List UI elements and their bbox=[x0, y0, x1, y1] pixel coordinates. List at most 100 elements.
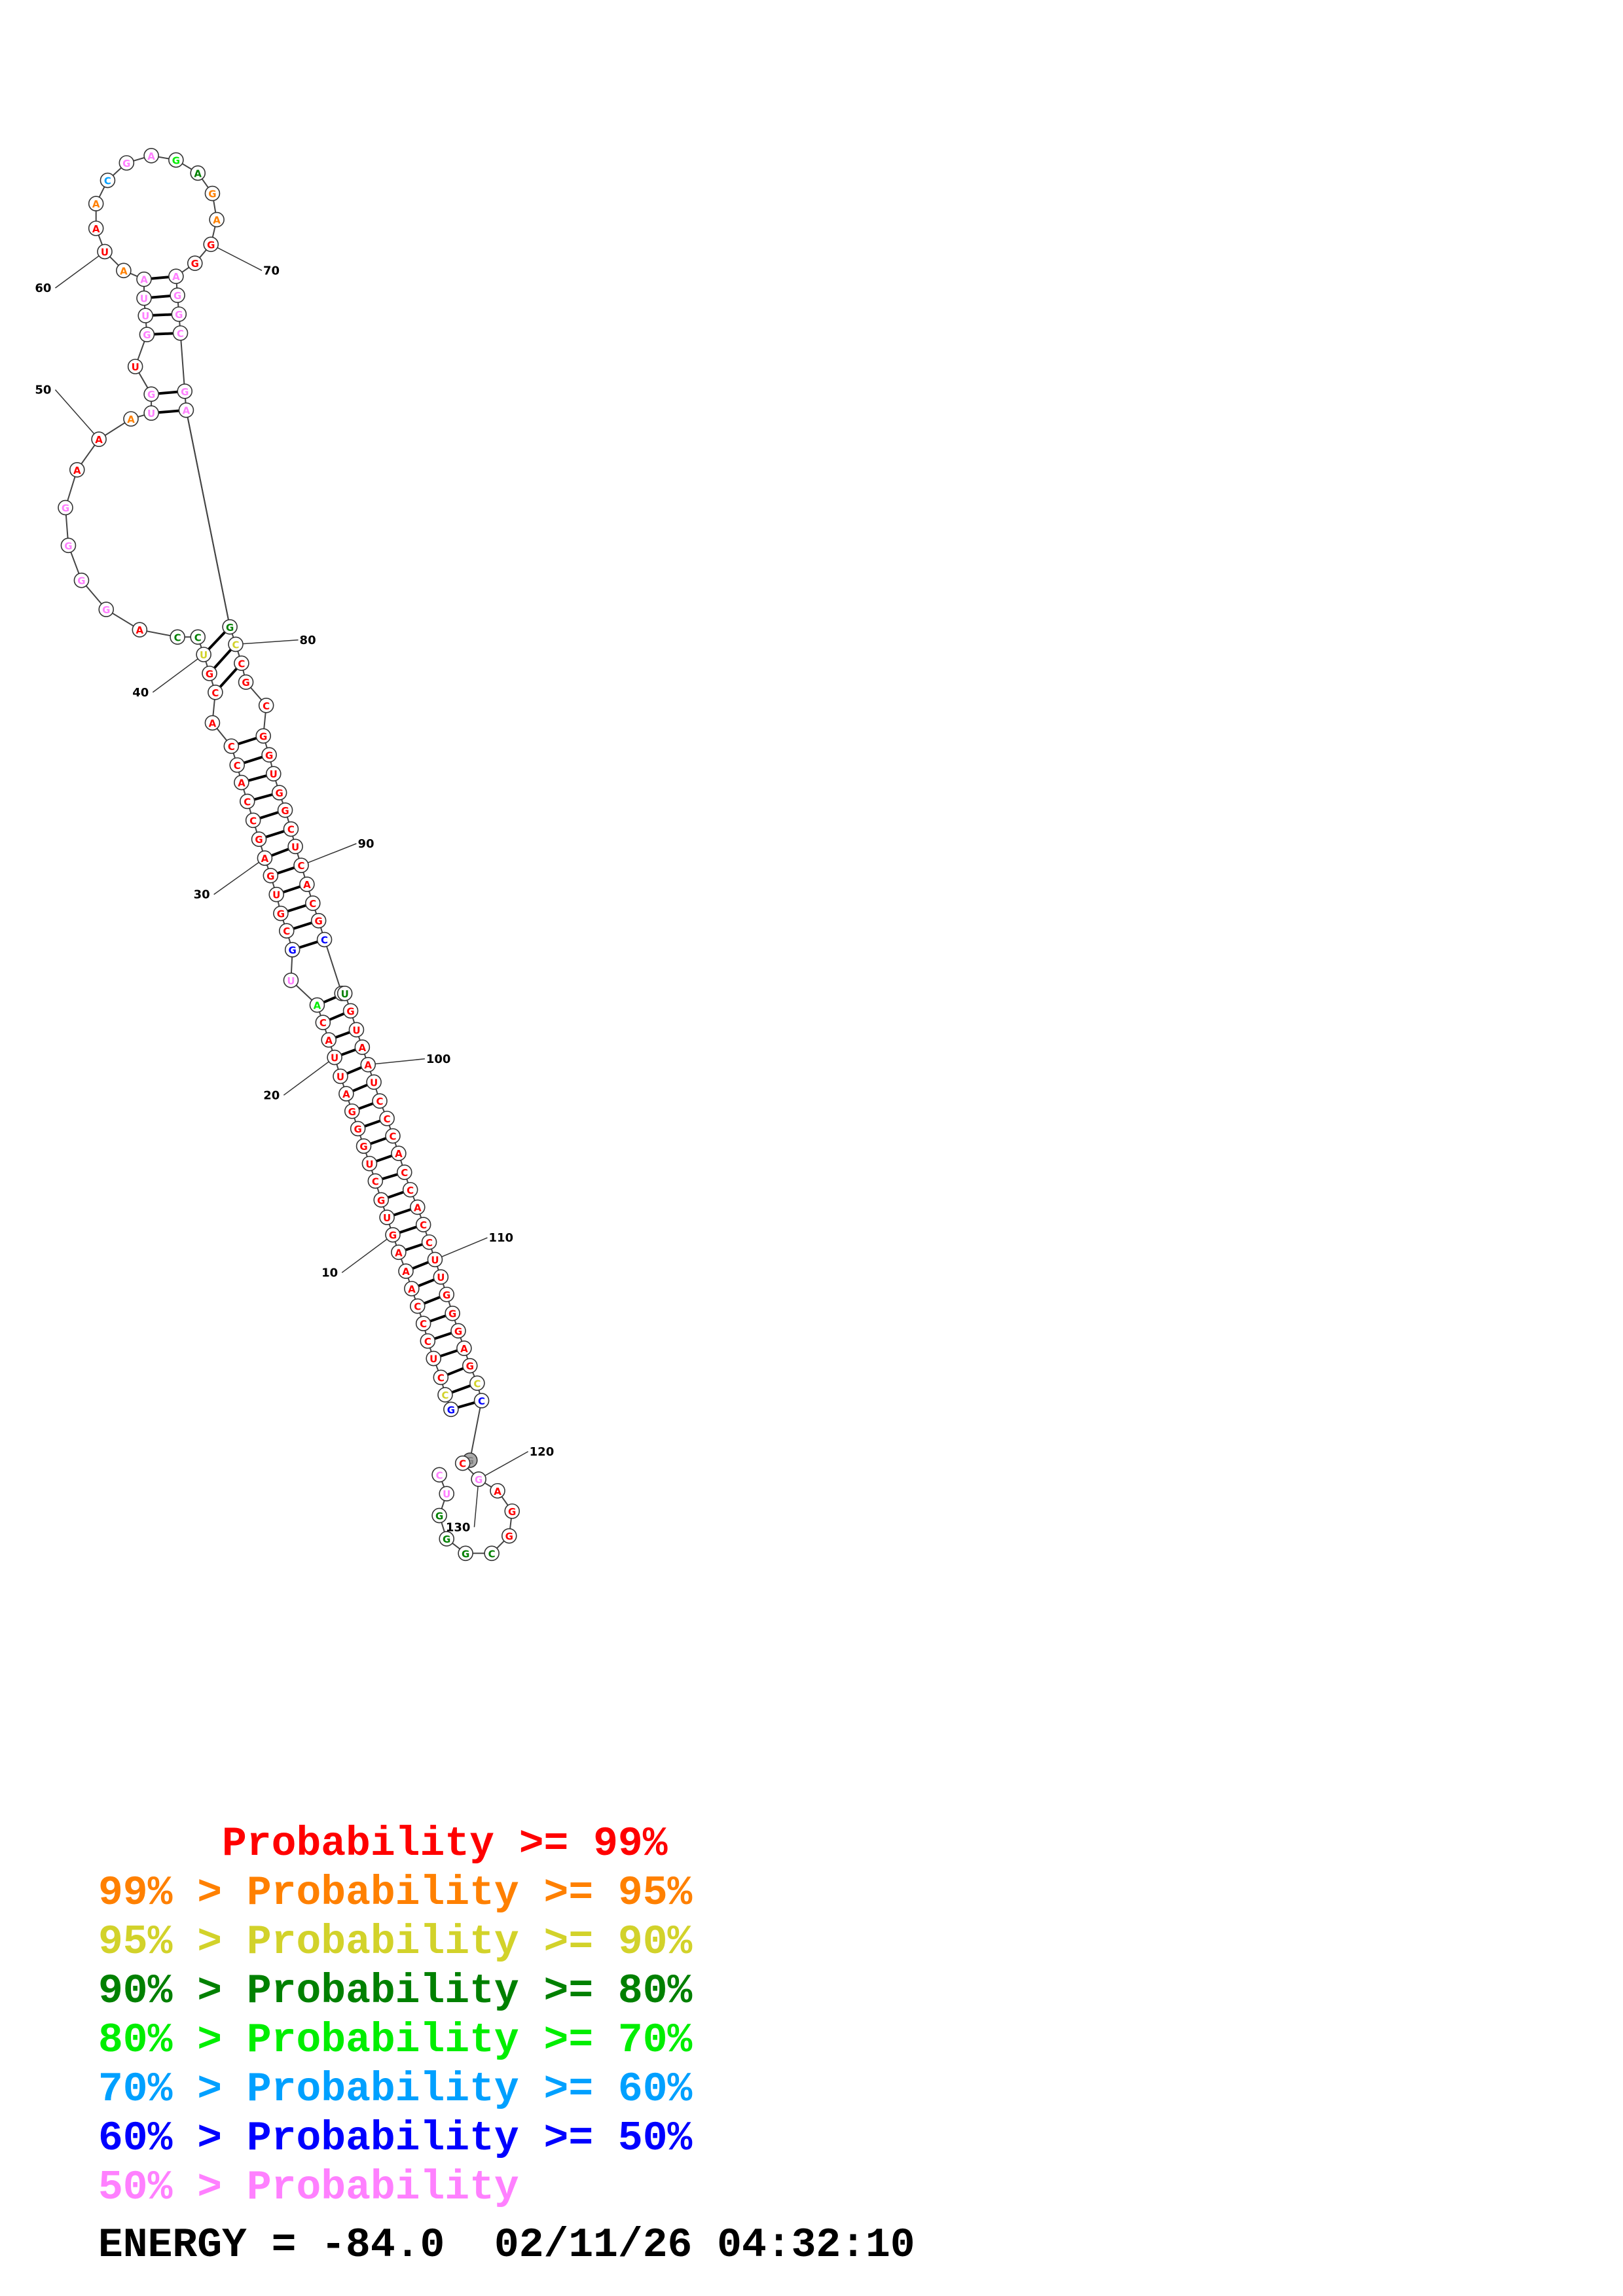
nucleotide-circle bbox=[208, 684, 223, 700]
nucleotide: C bbox=[433, 1369, 449, 1386]
position-label: 80 bbox=[300, 634, 316, 647]
nucleotide-circle bbox=[284, 942, 301, 958]
legend-row-prefix: 99% > bbox=[98, 1870, 247, 1916]
nucleotide-circle bbox=[168, 152, 184, 168]
position-label: 110 bbox=[488, 1231, 513, 1245]
nucleotide-circle bbox=[97, 243, 113, 260]
nucleotide-letter: G bbox=[143, 329, 151, 341]
nucleotide: C bbox=[304, 895, 321, 911]
nucleotide-letter: A bbox=[147, 151, 155, 162]
nucleotide-letter: C bbox=[228, 741, 235, 753]
nucleotide-letter: A bbox=[303, 879, 311, 891]
nucleotide-circle bbox=[361, 1155, 378, 1172]
nucleotide-letter: A bbox=[172, 271, 180, 283]
probability-legend: Probability >= 99% 99% > Probability >= 9… bbox=[98, 1820, 692, 2212]
nucleotide-letter: G bbox=[242, 677, 249, 689]
nucleotide-letter: C bbox=[309, 898, 316, 910]
nucleotide-circle bbox=[484, 1545, 500, 1562]
nucleotide-circle bbox=[251, 831, 267, 848]
nucleotide-circle bbox=[456, 1340, 472, 1356]
nucleotide-letter: U bbox=[200, 649, 208, 661]
nucleotide-circle bbox=[391, 1145, 407, 1162]
legend-row: 99% > Probability >= 95% bbox=[98, 1869, 692, 1918]
nucleotide-letter: G bbox=[346, 1005, 354, 1017]
nucleotide-circle bbox=[137, 308, 154, 324]
nucleotide-letter: G bbox=[191, 258, 199, 270]
nucleotide-circle bbox=[190, 165, 206, 181]
nucleotide: G bbox=[251, 831, 267, 848]
nucleotide-letter: G bbox=[266, 870, 274, 882]
nucleotide-circle bbox=[360, 1056, 376, 1073]
nucleotide-letter: U bbox=[437, 1272, 445, 1283]
nucleotide-circle bbox=[209, 211, 225, 228]
nucleotide-circle bbox=[439, 1486, 455, 1501]
nucleotide: U bbox=[361, 1155, 378, 1172]
nucleotide-circle bbox=[168, 268, 184, 285]
nucleotide: U bbox=[136, 290, 152, 306]
nucleotide: U bbox=[379, 1210, 395, 1225]
nucleotide-letter: A bbox=[120, 265, 128, 277]
nucleotide-letter: C bbox=[263, 700, 270, 712]
nucleotide-circle bbox=[458, 1545, 473, 1562]
nucleotide-circle bbox=[462, 1357, 478, 1374]
nucleotide-circle bbox=[143, 147, 159, 164]
nucleotide: G bbox=[139, 327, 155, 342]
nucleotide-circle bbox=[271, 785, 287, 800]
nucleotide: A bbox=[360, 1056, 376, 1073]
nucleotide-letter: G bbox=[354, 1123, 362, 1135]
nucleotide-circle bbox=[421, 1234, 437, 1250]
nucleotide: G bbox=[143, 386, 159, 403]
legend-row-prefix bbox=[98, 1821, 222, 1867]
nucleotide: G bbox=[238, 674, 254, 691]
legend-row-prefix: 80% > bbox=[98, 2017, 247, 2064]
nucleotide-letter: U bbox=[141, 310, 149, 322]
legend-row: 50% > Probability bbox=[98, 2163, 692, 2212]
nucleotide-circle bbox=[190, 629, 206, 645]
nucleotide-circle bbox=[88, 196, 104, 211]
position-label: 50 bbox=[35, 384, 51, 397]
nucleotide-circle bbox=[354, 1039, 371, 1055]
nucleotide: C bbox=[315, 1014, 331, 1031]
nucleotide: G bbox=[170, 287, 185, 303]
nucleotide-circle bbox=[69, 461, 85, 478]
nucleotide-circle bbox=[490, 1482, 505, 1499]
nucleotide: A bbox=[88, 221, 104, 236]
nucleotide: G bbox=[310, 912, 327, 929]
nucleotide: C bbox=[278, 923, 295, 939]
nucleotide: C bbox=[229, 757, 246, 773]
nucleotide-letter: G bbox=[175, 309, 183, 321]
nucleotide-circle bbox=[344, 1103, 360, 1119]
nucleotide: A bbox=[69, 461, 85, 478]
nucleotide-circle bbox=[116, 262, 132, 279]
legend-row-prefix: 50% > bbox=[98, 2164, 247, 2211]
position-label: 70 bbox=[263, 264, 280, 278]
nucleotide-circle bbox=[261, 747, 277, 763]
nucleotide-letter: C bbox=[174, 632, 181, 643]
nucleotide: G bbox=[98, 601, 115, 617]
nucleotide-circle bbox=[143, 405, 159, 421]
nucleotide: U bbox=[348, 1022, 365, 1038]
nucleotide-letter: C bbox=[104, 175, 111, 187]
nucleotide-letter: G bbox=[122, 158, 130, 170]
nucleotide: G bbox=[445, 1305, 460, 1321]
nucleotide: C bbox=[239, 793, 255, 810]
nucleotide: U bbox=[333, 1068, 348, 1085]
nucleotide-letter: C bbox=[488, 1548, 496, 1560]
nucleotide: A bbox=[168, 268, 184, 285]
nucleotide-letter: A bbox=[408, 1283, 416, 1295]
legend-row-label: Probability >= 80% bbox=[246, 1968, 693, 2015]
legend-row: 70% > Probability >= 60% bbox=[98, 2065, 692, 2114]
nucleotide: C bbox=[409, 1298, 426, 1314]
nucleotide-letter: G bbox=[475, 1474, 483, 1486]
nucleotide: G bbox=[60, 537, 77, 554]
legend-row-prefix: 95% > bbox=[98, 1919, 247, 1965]
nucleotide-letter: C bbox=[194, 632, 202, 643]
nucleotide-circle bbox=[277, 802, 293, 818]
nucleotide-letter: C bbox=[177, 328, 184, 340]
position-tick-line bbox=[54, 251, 105, 289]
nucleotide-letter: C bbox=[407, 1185, 414, 1196]
nucleotide-letter: C bbox=[473, 1378, 481, 1390]
nucleotide-letter: G bbox=[173, 290, 181, 302]
nucleotide-circle bbox=[439, 1531, 455, 1547]
nucleotide-letter: G bbox=[448, 1308, 456, 1320]
